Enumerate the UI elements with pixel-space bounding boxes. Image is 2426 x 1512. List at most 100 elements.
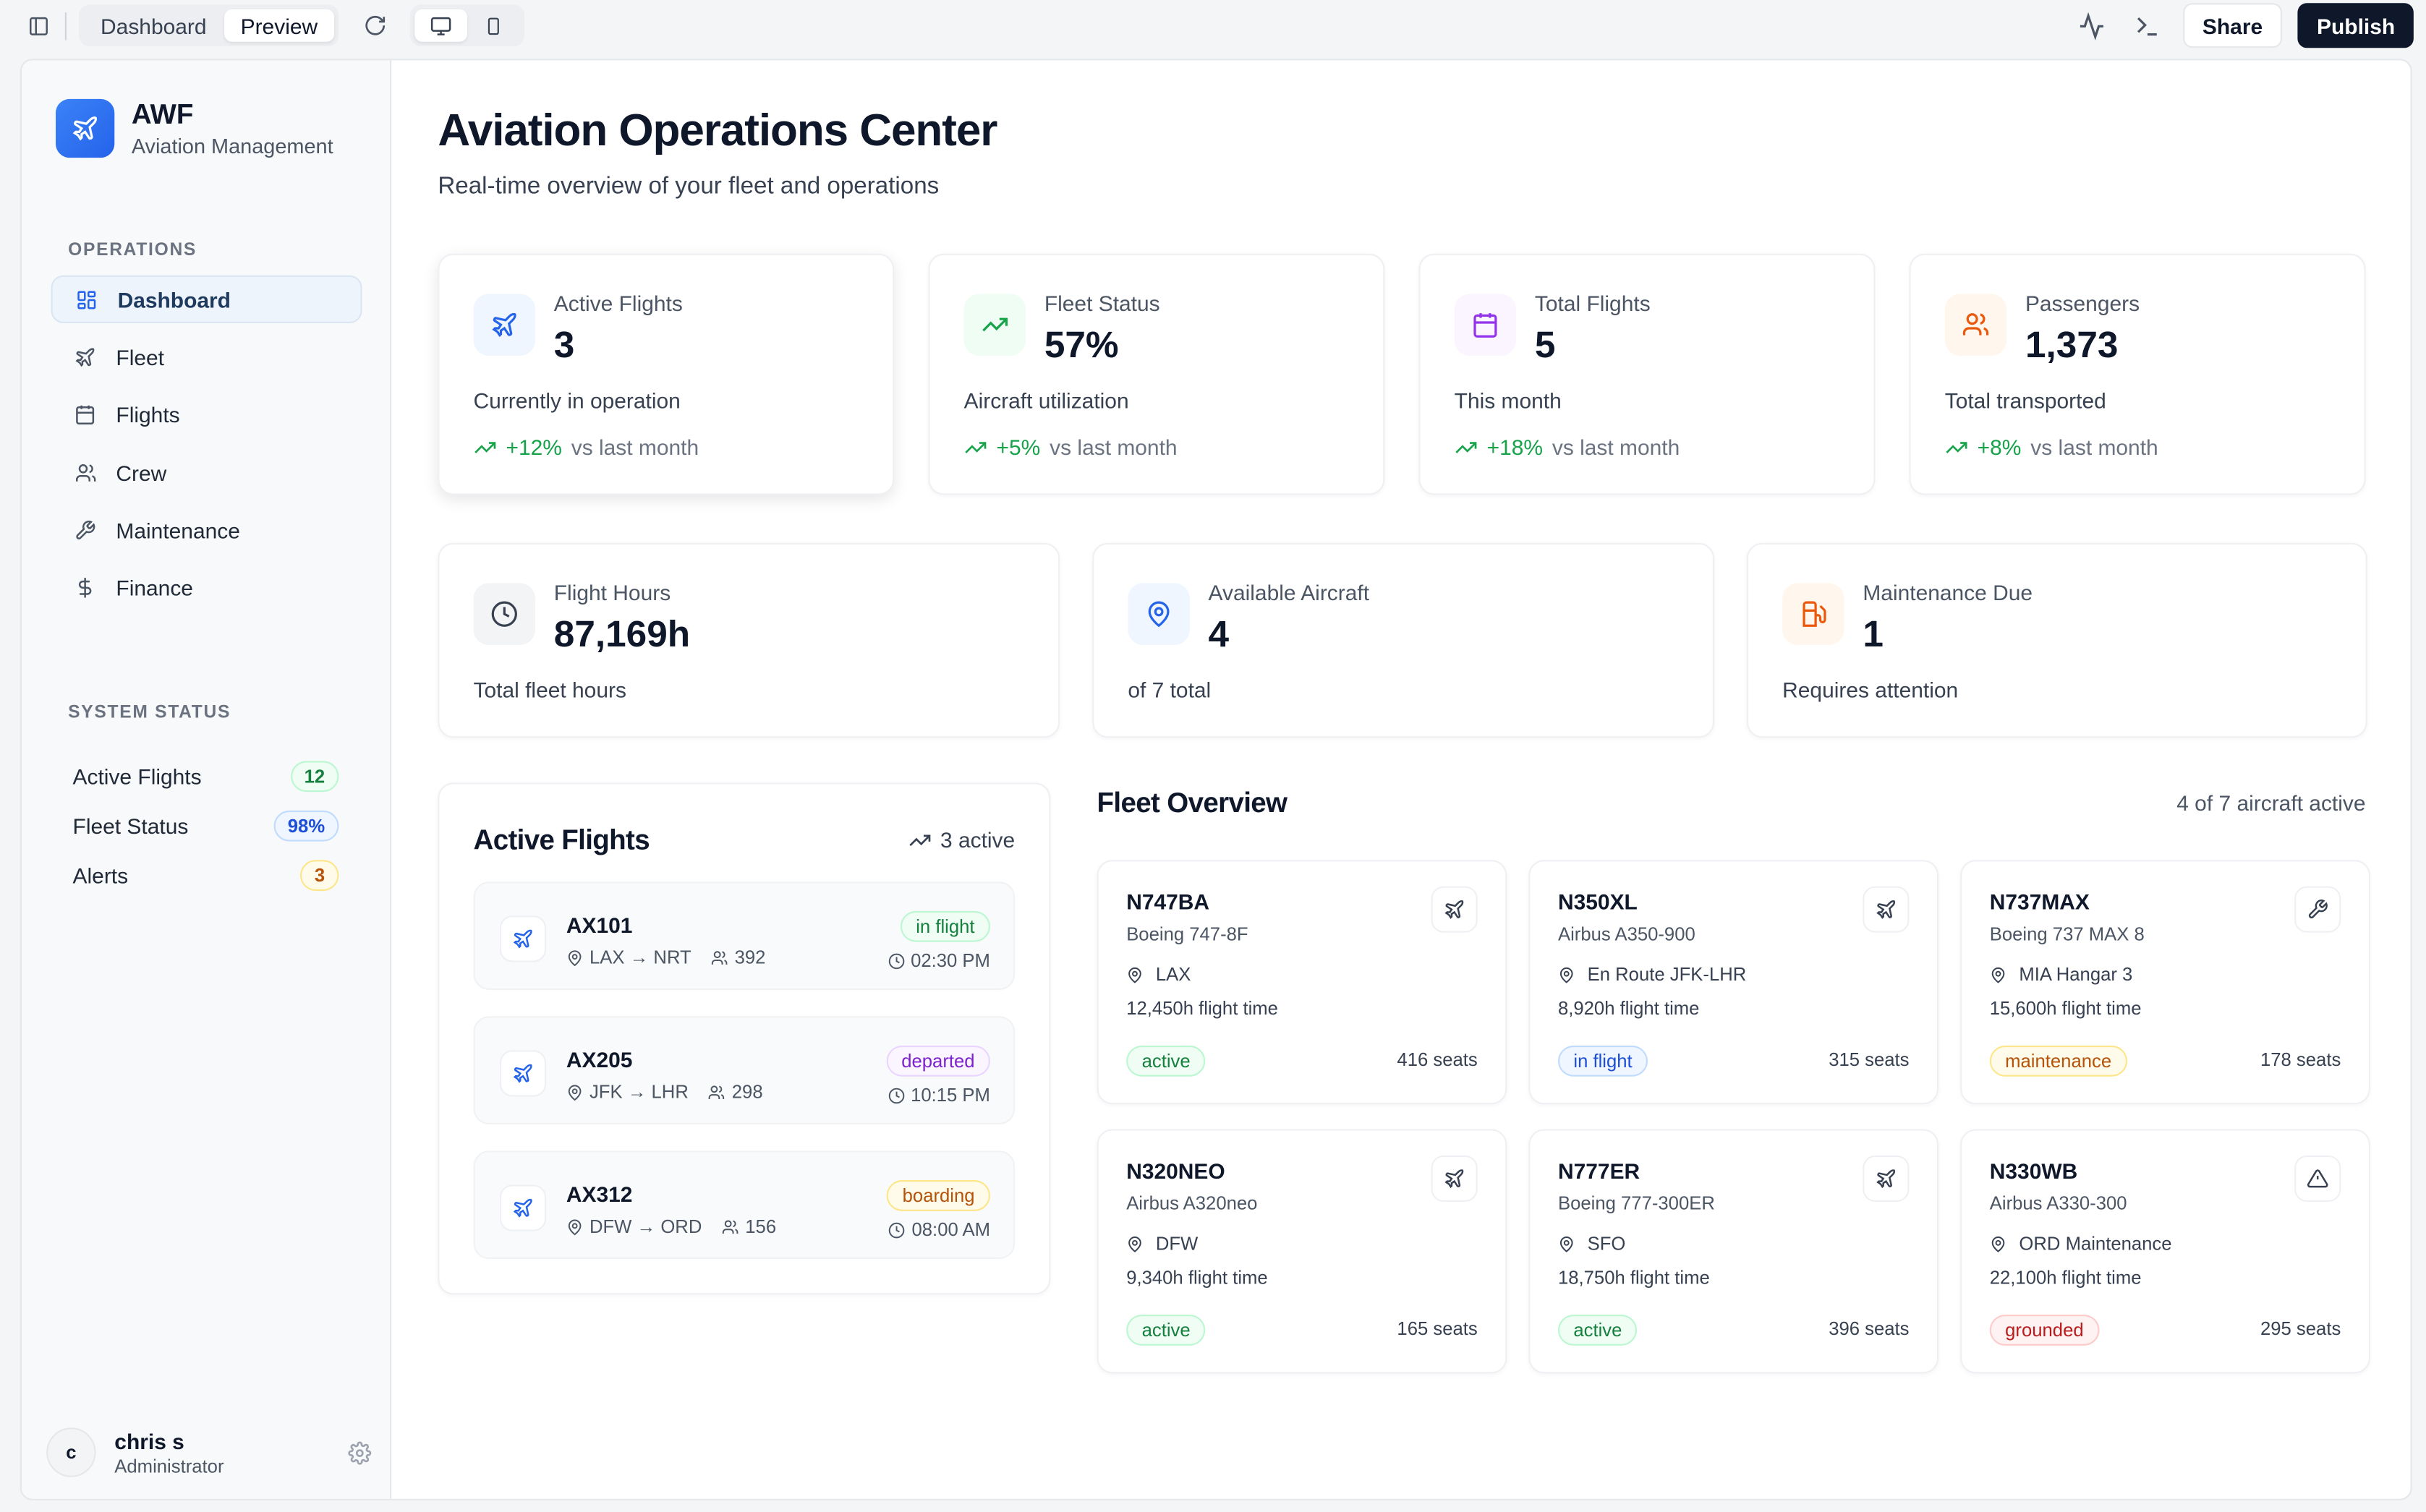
stat-description: Total fleet hours	[473, 677, 626, 703]
stat-label: Maintenance Due	[1863, 580, 2033, 605]
stat-card-fleet-status[interactable]: Fleet Status 57% Aircraft utilization +5…	[928, 253, 1385, 495]
flight-passengers: 298	[731, 1081, 763, 1103]
users-icon	[73, 461, 98, 485]
aircraft-card[interactable]: N330WB Airbus A330-300 ORD Maintenance 2…	[1960, 1129, 2370, 1374]
stat-card-active-flights[interactable]: Active Flights 3 Currently in operation …	[438, 253, 895, 495]
flight-row[interactable]: AX101 LAX → NRT 392 in flight 02:30 PM	[473, 881, 1016, 990]
stat-card-flight-hours[interactable]: Flight Hours 87,169h Total fleet hours	[438, 542, 1060, 738]
clock-icon	[888, 1087, 905, 1104]
plane-icon[interactable]	[1431, 886, 1478, 933]
stat-card-available-aircraft[interactable]: Available Aircraft 4 of 7 total	[1092, 542, 1715, 738]
flight-code: AX312	[566, 1182, 633, 1207]
stat-label: Available Aircraft	[1208, 580, 1370, 605]
fuel-icon	[1782, 583, 1844, 645]
status-badge: 12	[290, 761, 339, 793]
calendar-icon	[73, 403, 98, 427]
plane-icon[interactable]	[1863, 1155, 1910, 1203]
tab-preview[interactable]: Preview	[224, 9, 335, 42]
aircraft-seats: 396 seats	[1829, 1317, 1910, 1340]
sidebar-item-finance[interactable]: Finance	[51, 565, 362, 612]
map-pin-icon	[1990, 966, 2007, 983]
aircraft-model: Airbus A320neo	[1126, 1192, 1258, 1215]
plane-icon	[499, 915, 547, 962]
sidebar-item-dashboard[interactable]: Dashboard	[51, 275, 362, 324]
aircraft-registration: N320NEO	[1126, 1158, 1225, 1184]
activity-icon[interactable]	[2077, 12, 2106, 40]
aircraft-seats: 178 seats	[2260, 1048, 2341, 1071]
plane-icon[interactable]	[1431, 1155, 1478, 1203]
active-flights-panel: Active Flights 3 active AX101 LAX → NRT …	[438, 782, 1051, 1295]
user-role: Administrator	[114, 1454, 224, 1477]
mobile-icon[interactable]	[468, 9, 521, 42]
aircraft-card[interactable]: N320NEO Airbus A320neo DFW 9,340h flight…	[1097, 1129, 1507, 1374]
tab-dashboard[interactable]: Dashboard	[101, 13, 207, 38]
map-pin-icon	[566, 1083, 584, 1101]
location-label: En Route JFK-LHR	[1587, 963, 1747, 986]
map-pin-icon	[1128, 583, 1190, 645]
plane-icon	[499, 1050, 547, 1097]
aircraft-hours: 12,450h flight time	[1126, 997, 1278, 1020]
aircraft-seats: 295 seats	[2260, 1317, 2341, 1340]
panel-title: Active Flights	[473, 824, 650, 855]
trending-up-icon	[474, 435, 497, 458]
stat-card-total-flights[interactable]: Total Flights 5 This month +18% vs last …	[1418, 253, 1876, 495]
status-badge: 98%	[273, 810, 339, 842]
sidebar-item-flights[interactable]: Flights	[51, 391, 362, 439]
stat-trend: +8% vs last month	[1945, 435, 2158, 459]
trending-up-icon	[1455, 435, 1478, 458]
wrench-icon	[73, 518, 98, 543]
aircraft-card[interactable]: N747BA Boeing 747-8F LAX 12,450h flight …	[1097, 860, 1507, 1105]
terminal-icon[interactable]	[2133, 12, 2161, 40]
sidebar-item-fleet[interactable]: Fleet	[51, 333, 362, 381]
flight-route: LAX → NRT	[589, 947, 691, 969]
status-badge: maintenance	[1989, 1045, 2127, 1077]
status-badge: active	[1126, 1045, 1206, 1077]
sidebar-item-crew[interactable]: Crew	[51, 449, 362, 497]
refresh-icon[interactable]	[361, 12, 389, 40]
avatar[interactable]: c	[46, 1427, 96, 1477]
sidebar-item-maintenance[interactable]: Maintenance	[51, 507, 362, 555]
status-badge: active	[1126, 1315, 1206, 1346]
user-profile: c chris s Administrator	[46, 1427, 372, 1477]
share-button[interactable]: Share	[2182, 3, 2283, 48]
flight-row[interactable]: AX205 JFK → LHR 298 departed 10:15 PM	[473, 1016, 1016, 1125]
aircraft-card[interactable]: N350XL Airbus A350-900 En Route JFK-LHR …	[1528, 860, 1939, 1105]
gear-icon[interactable]	[348, 1440, 372, 1464]
user-name: chris s	[114, 1428, 184, 1453]
sidebar-toggle-icon[interactable]	[25, 12, 53, 40]
stat-description: This month	[1454, 388, 1562, 414]
desktop-icon[interactable]	[414, 9, 468, 42]
location-label: ORD Maintenance	[2019, 1232, 2172, 1255]
sidebar-item-label: Maintenance	[116, 518, 240, 543]
stat-card-passengers[interactable]: Passengers 1,373 Total transported +8% v…	[1909, 253, 2366, 495]
brand[interactable]: AWF Aviation Management	[56, 98, 333, 158]
plane-icon	[473, 294, 536, 356]
plane-icon[interactable]	[1863, 886, 1910, 933]
app-frame: AWF Aviation Management OPERATIONS Dashb…	[20, 59, 2412, 1500]
aircraft-hours: 9,340h flight time	[1126, 1266, 1268, 1289]
flight-row[interactable]: AX312 DFW → ORD 156 boarding 08:00 AM	[473, 1150, 1016, 1260]
trend-delta: +12%	[506, 435, 562, 460]
wrench-icon[interactable]	[2294, 886, 2341, 933]
dollar-icon	[73, 576, 98, 601]
status-badge: active	[1557, 1315, 1638, 1346]
aircraft-location: ORD Maintenance	[1990, 1233, 2172, 1255]
stat-description: Aircraft utilization	[963, 388, 1129, 414]
stat-card-maintenance-due[interactable]: Maintenance Due 1 Requires attention	[1746, 542, 2367, 738]
flight-route: JFK → LHR	[589, 1081, 689, 1103]
status-label: Alerts	[72, 863, 129, 888]
users-icon	[710, 949, 728, 966]
publish-button[interactable]: Publish	[2298, 3, 2414, 48]
trending-up-icon	[964, 435, 987, 458]
flight-route: DFW → ORD	[589, 1216, 702, 1238]
status-badge: in flight	[1557, 1045, 1648, 1077]
stat-label: Total Flights	[1534, 291, 1651, 316]
stat-value: 3	[553, 325, 575, 367]
aircraft-hours: 15,600h flight time	[1989, 997, 2142, 1020]
aircraft-card[interactable]: N777ER Boeing 777-300ER SFO 18,750h flig…	[1528, 1129, 1939, 1374]
aircraft-card[interactable]: N737MAX Boeing 737 MAX 8 MIA Hangar 3 15…	[1960, 860, 2370, 1105]
system-status-label: SYSTEM STATUS	[68, 704, 231, 722]
sidebar-item-label: Dashboard	[117, 286, 231, 312]
alert-triangle-icon[interactable]	[2294, 1155, 2341, 1203]
plane-icon	[56, 98, 115, 158]
